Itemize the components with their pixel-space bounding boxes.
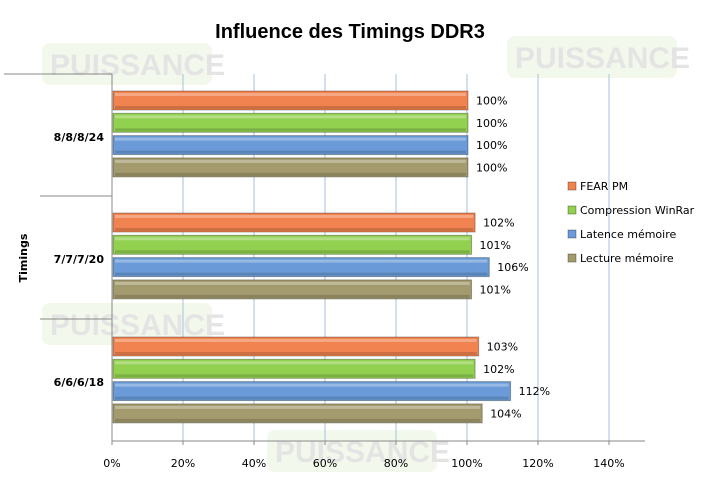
bar-latence-m-moire [112,257,490,278]
bar-highlight [115,281,470,285]
legend-entry: Latence mémoire [580,228,676,241]
watermark-text: PUISSANCE [50,49,225,82]
bar-shade [115,418,481,422]
watermark-box [507,36,677,78]
data-label: 101% [480,283,511,296]
data-label: 102% [483,363,514,376]
data-label: 106% [497,261,528,274]
bar-highlight [115,159,466,163]
data-label: 103% [487,341,518,354]
bar-highlight [115,405,481,409]
bar-compression-winrar [112,358,476,379]
x-tick-label: 120% [522,457,553,470]
bar-highlight [115,115,466,119]
bar-fear-pm [112,90,469,111]
bar-shade [115,374,474,378]
data-label: 102% [483,217,514,230]
x-tick-label: 100% [451,457,482,470]
bar-shade [115,172,466,176]
bar-highlight [115,383,509,387]
chart-title: Influence des Timings DDR3 [215,21,485,43]
legend-entry: FEAR PM [580,180,628,193]
x-tick-label: 80% [384,457,408,470]
bar-compression-winrar [112,112,469,133]
bar-shade [115,128,466,132]
category-label: 8/8/8/24 [54,131,105,144]
legend-swatch [567,229,577,239]
x-tick-label: 20% [171,457,195,470]
x-tick-label: 0% [103,457,120,470]
data-label: 100% [476,161,507,174]
data-label: 100% [476,95,507,108]
bar-shade [115,294,470,298]
data-label: 112% [519,385,550,398]
legend-swatch [567,205,577,215]
bar-shade [115,228,474,231]
bar-highlight [115,259,488,263]
bar-lecture-m-moire [112,403,483,424]
data-label: 100% [476,117,507,130]
y-axis-label: Timings [17,233,30,282]
legend-swatch [567,253,577,263]
bar-latence-m-moire [112,381,512,402]
bar-shade [115,272,488,276]
watermark-text: PUISSANCE [515,42,690,75]
watermark-text: PUISSANCE [50,309,225,342]
bar-shade [115,396,509,400]
bar-shade [115,352,477,355]
bar-highlight [115,93,466,96]
legend-entry: Compression WinRar [580,204,695,217]
bar-shade [115,150,466,154]
bar-highlight [115,137,466,141]
legend-swatch [567,181,577,191]
data-label: 104% [490,407,521,420]
bar-fear-pm [112,336,480,357]
bar-shade [115,250,470,254]
x-tick-label: 140% [593,457,624,470]
bar-highlight [115,215,474,218]
data-label: 101% [480,239,511,252]
legend-entry: Lecture mémoire [580,252,674,265]
bar-latence-m-moire [112,135,469,156]
data-label: 100% [476,139,507,152]
bar-highlight [115,339,477,342]
x-tick-label: 40% [242,457,266,470]
bar-lecture-m-moire [112,157,469,178]
bar-lecture-m-moire [112,279,473,300]
x-tick-label: 60% [313,457,337,470]
bar-highlight [115,237,470,241]
bar-highlight [115,361,474,365]
category-label: 7/7/7/20 [54,253,105,266]
category-label: 6/6/6/18 [54,376,104,389]
bar-compression-winrar [112,234,473,255]
bar-shade [115,106,466,109]
bar-fear-pm [112,212,476,233]
watermark-box [42,303,212,345]
